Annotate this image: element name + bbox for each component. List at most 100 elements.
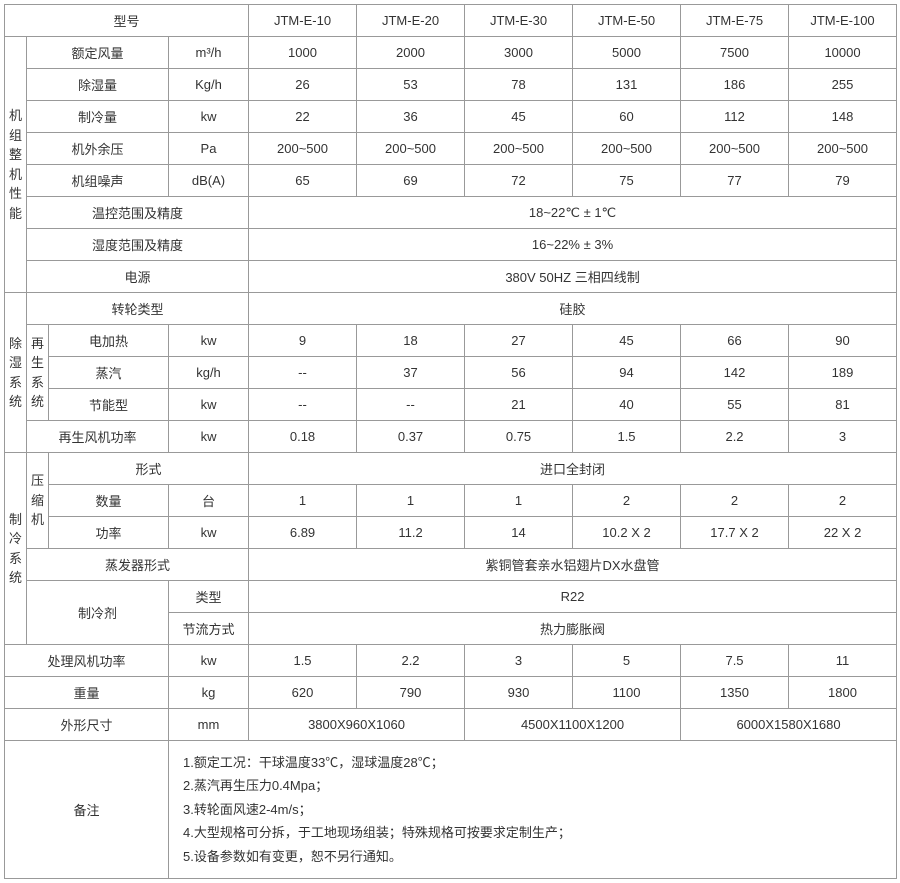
label-evap: 蒸发器形式 — [27, 549, 249, 581]
cell: 21 — [465, 389, 573, 421]
cell: 79 — [789, 165, 897, 197]
span-temp-range: 18~22℃ ± 1℃ — [249, 197, 897, 229]
span-refrig-type: R22 — [249, 581, 897, 613]
cell: 7.5 — [681, 645, 789, 677]
label-dehum: 除湿量 — [27, 69, 169, 101]
cell: 66 — [681, 325, 789, 357]
cell: 1 — [357, 485, 465, 517]
cell: 60 — [573, 101, 681, 133]
cell: 148 — [789, 101, 897, 133]
cell: 1350 — [681, 677, 789, 709]
span-hum-range: 16~22% ± 3% — [249, 229, 897, 261]
cell: 1000 — [249, 37, 357, 69]
cell: 22 — [249, 101, 357, 133]
cell: 5000 — [573, 37, 681, 69]
cell: 56 — [465, 357, 573, 389]
label-comp-pow: 功率 — [49, 517, 169, 549]
cell: 1 — [465, 485, 573, 517]
cell: 78 — [465, 69, 573, 101]
span-comp-type: 进口全封闭 — [249, 453, 897, 485]
cell: 45 — [465, 101, 573, 133]
cell: 3800X960X1060 — [249, 709, 465, 741]
cell: 200~500 — [573, 133, 681, 165]
model-5: JTM-E-100 — [789, 5, 897, 37]
model-4: JTM-E-75 — [681, 5, 789, 37]
cell: 65 — [249, 165, 357, 197]
cell: 11.2 — [357, 517, 465, 549]
cell: 1 — [249, 485, 357, 517]
unit-comp-qty: 台 — [169, 485, 249, 517]
unit-elec-heat: kw — [169, 325, 249, 357]
cell: 3000 — [465, 37, 573, 69]
group-comp: 压 缩 机 — [27, 453, 49, 549]
cell: 131 — [573, 69, 681, 101]
unit-steam: kg/h — [169, 357, 249, 389]
label-power: 电源 — [27, 261, 249, 293]
row-refrig-type: 制冷剂 类型 R22 — [5, 581, 897, 613]
cell: 189 — [789, 357, 897, 389]
label-hum-range: 湿度范围及精度 — [27, 229, 249, 261]
cell: 790 — [357, 677, 465, 709]
cell: 6.89 — [249, 517, 357, 549]
label-rotor-type: 转轮类型 — [27, 293, 249, 325]
label-notes: 备注 — [5, 741, 169, 879]
cell: 2 — [573, 485, 681, 517]
cell: 22 X 2 — [789, 517, 897, 549]
cell: 77 — [681, 165, 789, 197]
cell: 37 — [357, 357, 465, 389]
span-evap: 紫铜管套亲水铝翅片DX水盘管 — [249, 549, 897, 581]
cell: 55 — [681, 389, 789, 421]
label-proc-fan: 处理风机功率 — [5, 645, 169, 677]
row-temp-range: 温控范围及精度 18~22℃ ± 1℃ — [5, 197, 897, 229]
cell: 10.2 X 2 — [573, 517, 681, 549]
label-airflow: 额定风量 — [27, 37, 169, 69]
label-ext-press: 机外余压 — [27, 133, 169, 165]
row-noise: 机组噪声 dB(A) 656972757779 — [5, 165, 897, 197]
cell: 45 — [573, 325, 681, 357]
cell: 186 — [681, 69, 789, 101]
cell: 2000 — [357, 37, 465, 69]
cell: 72 — [465, 165, 573, 197]
cell: 27 — [465, 325, 573, 357]
cell: 1.5 — [249, 645, 357, 677]
row-rotor-type: 除 湿 系 统 转轮类型 硅胶 — [5, 293, 897, 325]
label-steam: 蒸汽 — [49, 357, 169, 389]
cell: 2 — [681, 485, 789, 517]
label-dims: 外形尺寸 — [5, 709, 169, 741]
label-refrig-thro: 节流方式 — [169, 613, 249, 645]
row-notes: 备注 1.额定工况：干球温度33℃，湿球温度28℃； 2.蒸汽再生压力0.4Mp… — [5, 741, 897, 879]
label-regen-fan: 再生风机功率 — [27, 421, 169, 453]
span-rotor-type: 硅胶 — [249, 293, 897, 325]
cell: 1100 — [573, 677, 681, 709]
cell: 6000X1580X1680 — [681, 709, 897, 741]
cell: 9 — [249, 325, 357, 357]
unit-dehum: Kg/h — [169, 69, 249, 101]
label-comp-type: 形式 — [49, 453, 249, 485]
cell: 11 — [789, 645, 897, 677]
cell: -- — [249, 357, 357, 389]
label-weight: 重量 — [5, 677, 169, 709]
label-cooling-cap: 制冷量 — [27, 101, 169, 133]
row-weight: 重量 kg 620790930110013501800 — [5, 677, 897, 709]
cell: 0.75 — [465, 421, 573, 453]
label-elec-heat: 电加热 — [49, 325, 169, 357]
label-comp-qty: 数量 — [49, 485, 169, 517]
row-proc-fan: 处理风机功率 kw 1.52.2357.511 — [5, 645, 897, 677]
row-steam: 蒸汽 kg/h --375694142189 — [5, 357, 897, 389]
cell: -- — [357, 389, 465, 421]
cell: 200~500 — [465, 133, 573, 165]
row-elec-heat: 再 生 系 统 电加热 kw 91827456690 — [5, 325, 897, 357]
model-2: JTM-E-30 — [465, 5, 573, 37]
row-comp-type: 制 冷 系 统 压 缩 机 形式 进口全封闭 — [5, 453, 897, 485]
span-power: 380V 50HZ 三相四线制 — [249, 261, 897, 293]
row-evap: 蒸发器形式 紫铜管套亲水铝翅片DX水盘管 — [5, 549, 897, 581]
cell: 94 — [573, 357, 681, 389]
row-energy-save: 节能型 kw ----21405581 — [5, 389, 897, 421]
cell: 200~500 — [681, 133, 789, 165]
cell: 10000 — [789, 37, 897, 69]
label-energy-save: 节能型 — [49, 389, 169, 421]
cell: 36 — [357, 101, 465, 133]
cell: 4500X1100X1200 — [465, 709, 681, 741]
label-noise: 机组噪声 — [27, 165, 169, 197]
section-unit-perf: 机 组 整 机 性 能 — [5, 37, 27, 293]
